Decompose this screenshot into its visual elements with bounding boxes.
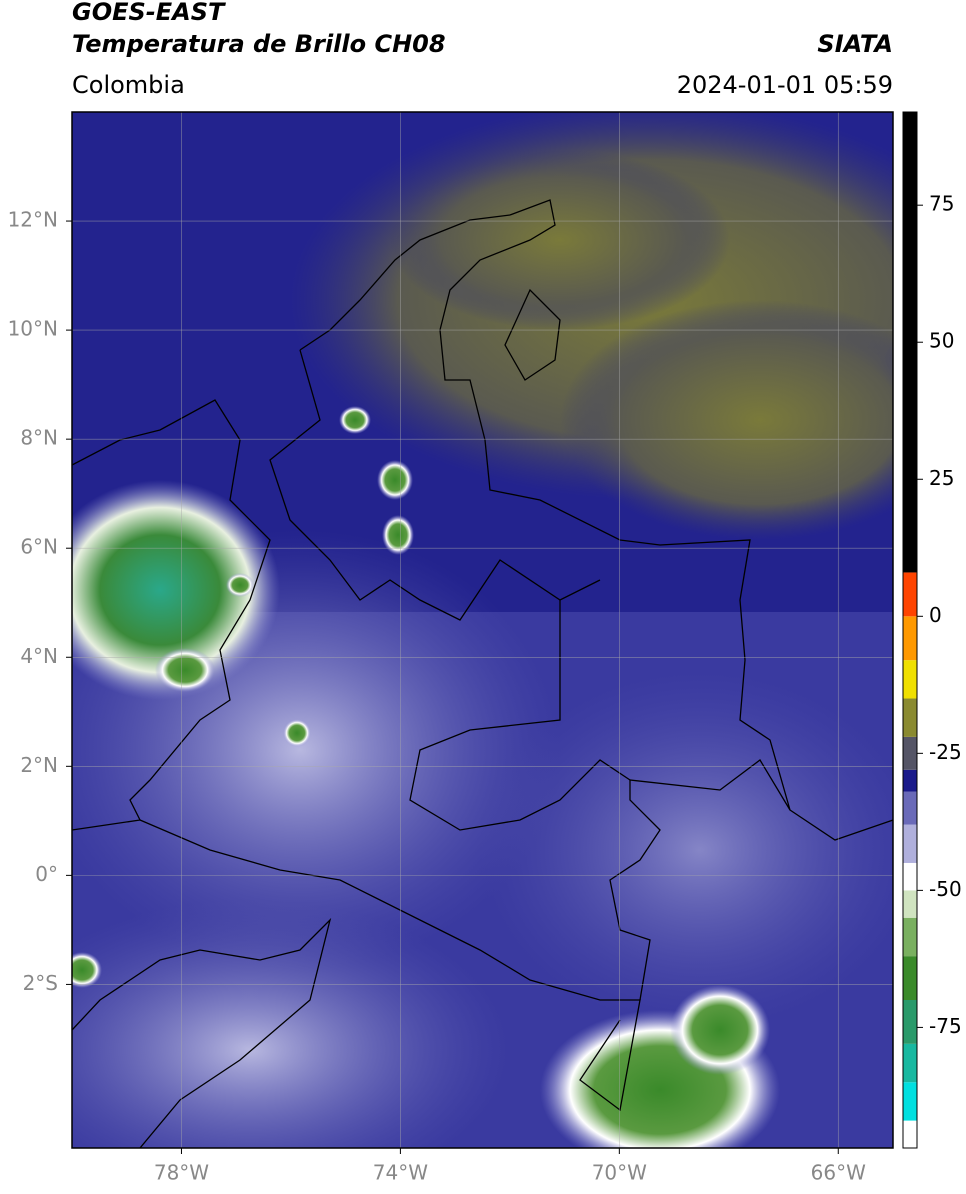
region: Colombia	[72, 71, 185, 99]
colorbar-tick-label: -75	[929, 1014, 962, 1038]
colorbar-band	[903, 1082, 917, 1121]
y-tick-label: 2°N	[20, 753, 58, 777]
y-tick-label: 4°N	[20, 644, 58, 668]
y-tick-label: 6°N	[20, 535, 58, 559]
colorbar-band	[903, 1000, 917, 1044]
x-tick-label: 74°W	[373, 1161, 428, 1185]
colorbar-frame	[902, 111, 918, 1149]
x-tick-label: 66°W	[811, 1161, 866, 1185]
colorbar-band	[903, 769, 917, 792]
colorbar-tick-label: 50	[929, 329, 954, 353]
colorbar-band	[903, 862, 917, 891]
colorbar-tick-label: 0	[929, 603, 942, 627]
colorbar-band	[903, 917, 917, 957]
colorbar-band	[903, 616, 917, 661]
colorbar-tick-label: -50	[929, 877, 962, 901]
colorbar-band	[903, 824, 917, 863]
y-tick-label: 2°S	[23, 971, 58, 995]
y-tick-label: 0°	[35, 862, 58, 886]
colorbar-tick-label: 25	[929, 466, 954, 490]
agency: SIATA	[817, 30, 893, 58]
x-tick-label: 78°W	[154, 1161, 209, 1185]
map-frame	[71, 111, 894, 1149]
colorbar-band	[903, 956, 917, 1000]
colorbar-tick-label: -25	[929, 740, 962, 764]
colorbar-band	[903, 660, 917, 699]
colorbar-band	[903, 890, 917, 918]
satellite: GOES-EAST	[72, 0, 226, 26]
datetime: 2024-01-01 05:59	[677, 71, 893, 99]
colorbar-band	[903, 736, 917, 770]
product: Temperatura de Brillo CH08	[72, 30, 446, 58]
colorbar-band	[903, 572, 917, 617]
colorbar-band	[903, 1120, 917, 1148]
colorbar-band	[903, 791, 917, 825]
y-tick-label: 8°N	[20, 426, 58, 450]
colorbar-tick-label: 75	[929, 192, 954, 216]
satellite-image	[72, 112, 893, 1148]
colorbar-band	[903, 112, 917, 573]
colorbar-band	[903, 1043, 917, 1083]
y-tick-label: 12°N	[8, 208, 58, 232]
x-tick-label: 70°W	[592, 1161, 647, 1185]
colorbar-band	[903, 698, 917, 737]
y-tick-label: 10°N	[8, 317, 58, 341]
